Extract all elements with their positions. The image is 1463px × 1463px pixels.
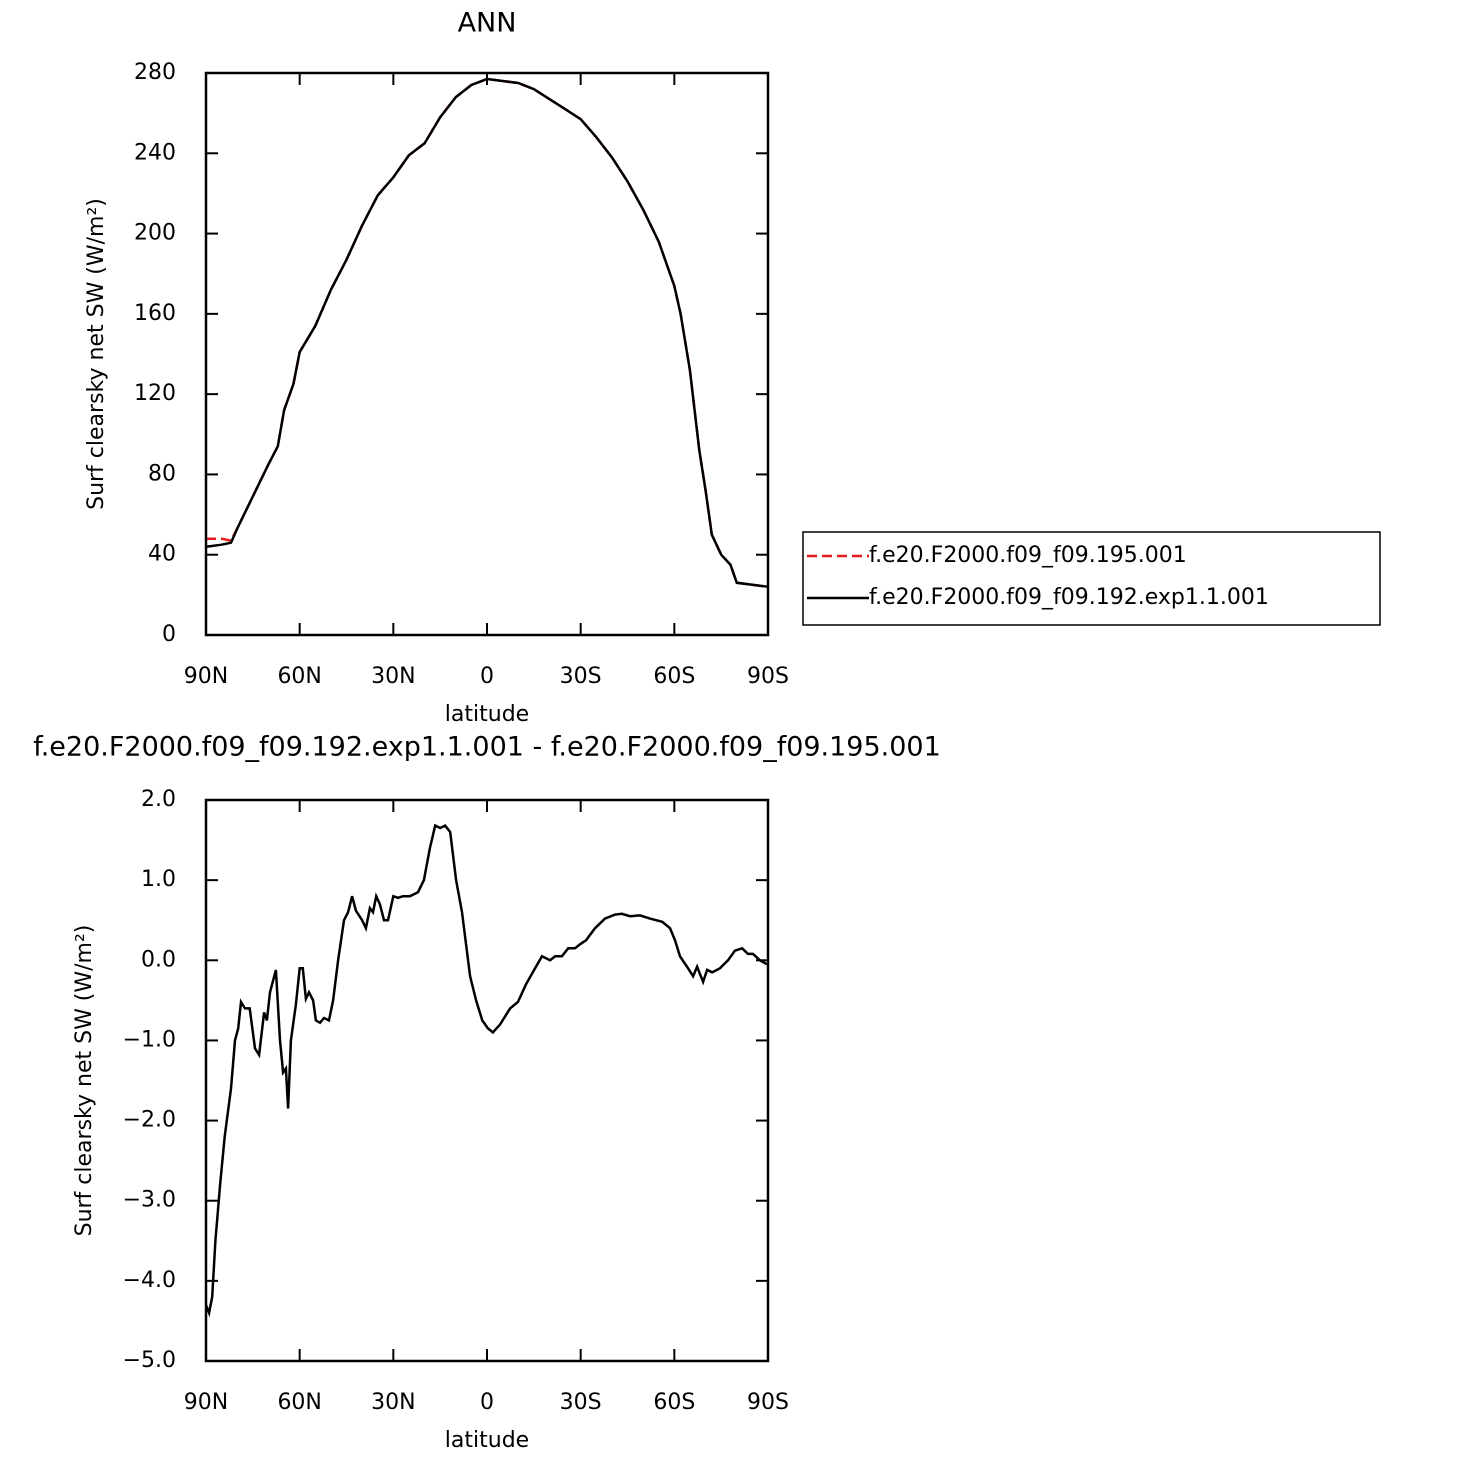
y-axis-label: Surf clearsky net SW (W/m²) — [72, 925, 97, 1237]
x-tick-label: 60S — [653, 664, 695, 689]
x-tick-label: 30N — [371, 1390, 415, 1415]
y-tick-label: 0.0 — [141, 947, 176, 972]
x-axis-label: latitude — [445, 702, 529, 727]
y-tick-label: 2.0 — [141, 787, 176, 812]
x-tick-label: 90S — [747, 664, 789, 689]
y-tick-label: −4.0 — [123, 1268, 176, 1293]
legend-box — [802, 531, 1381, 626]
y-tick-label: 80 — [148, 461, 176, 486]
y-axis-label: Surf clearsky net SW (W/m²) — [84, 198, 109, 510]
legend-label: f.e20.F2000.f09_f09.195.001 — [869, 543, 1187, 568]
chart-title: f.e20.F2000.f09_f09.192.exp1.1.001 - f.e… — [33, 732, 941, 763]
y-tick-label: −2.0 — [123, 1108, 176, 1133]
x-tick-label: 60N — [277, 1390, 321, 1415]
x-tick-label: 30S — [560, 664, 602, 689]
x-tick-label: 60N — [277, 664, 321, 689]
y-tick-label: 280 — [134, 60, 176, 85]
plot-frame — [204, 71, 770, 637]
data-line — [205, 77, 769, 589]
y-tick-label: −1.0 — [123, 1027, 176, 1052]
y-tick-label: 240 — [134, 140, 176, 165]
x-tick-label: 90N — [184, 1390, 228, 1415]
x-tick-label: 0 — [480, 664, 494, 689]
x-axis-label: latitude — [445, 1428, 529, 1453]
chart-title: ANN — [458, 8, 517, 39]
y-tick-label: −5.0 — [123, 1348, 176, 1373]
y-tick-label: 40 — [148, 542, 176, 567]
y-tick-label: 1.0 — [141, 867, 176, 892]
y-tick-label: −3.0 — [123, 1188, 176, 1213]
legend-label: f.e20.F2000.f09_f09.192.exp1.1.001 — [869, 585, 1269, 610]
x-tick-label: 90N — [184, 664, 228, 689]
plot-frame — [204, 798, 770, 1363]
y-tick-label: 120 — [134, 381, 176, 406]
data-line — [204, 823, 768, 1318]
x-tick-label: 60S — [653, 1390, 695, 1415]
y-tick-label: 0 — [162, 622, 176, 647]
x-tick-label: 0 — [480, 1390, 494, 1415]
x-tick-label: 30S — [560, 1390, 602, 1415]
y-tick-label: 200 — [134, 221, 176, 246]
x-tick-label: 90S — [747, 1390, 789, 1415]
x-tick-label: 30N — [371, 664, 415, 689]
y-tick-label: 160 — [134, 301, 176, 326]
